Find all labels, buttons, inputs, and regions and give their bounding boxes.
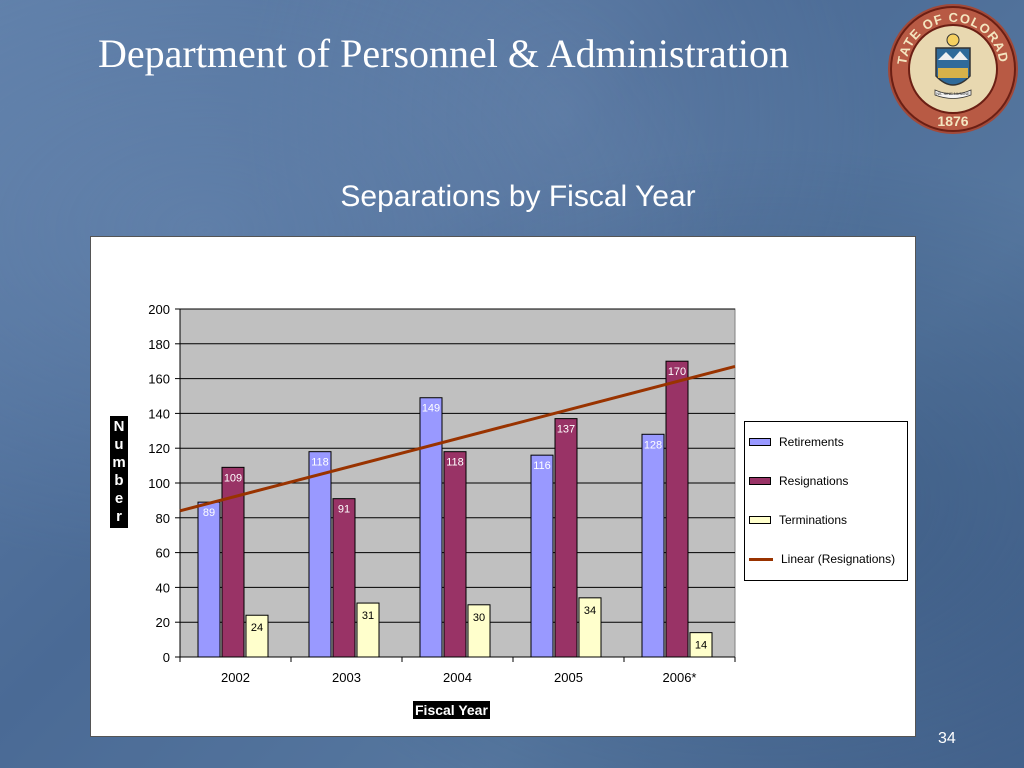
y-axis-title-letter: u [114,436,124,453]
legend-label: Resignations [779,474,849,488]
svg-text:NIL SINE NUMINE: NIL SINE NUMINE [936,91,970,96]
legend-item-trendline: Linear (Resignations) [749,552,895,566]
legend-item-retirements: Retirements [749,435,844,449]
legend-label: Retirements [779,435,844,449]
svg-text:1876: 1876 [937,113,968,129]
legend-item-terminations: Terminations [749,513,847,527]
legend-label: Terminations [779,513,848,527]
y-axis-title-letter: N [113,418,125,435]
y-axis-title-letter: m [112,454,126,471]
legend-swatch [749,438,771,446]
state-seal-logo: STATE OF COLORADO 1876 NIL SINE NUMINE [886,2,1018,134]
x-axis-title: Fiscal Year [413,701,490,719]
y-axis-title-letter: r [116,508,122,525]
chart-title: Separations by Fiscal Year [340,180,696,213]
page-number: 34 [938,730,956,747]
legend-swatch [749,516,771,524]
legend-line [749,557,773,561]
legend-swatch [749,477,771,485]
legend-item-resignations: Resignations [749,474,848,488]
chart-legend: Retirements Resignations Terminations Li… [744,421,908,581]
y-axis-title-letter: e [114,490,124,507]
legend-label: Linear (Resignations) [781,552,896,566]
y-axis-title-letter: b [114,472,124,489]
page-title: Department of Personnel & Administration [98,31,789,76]
